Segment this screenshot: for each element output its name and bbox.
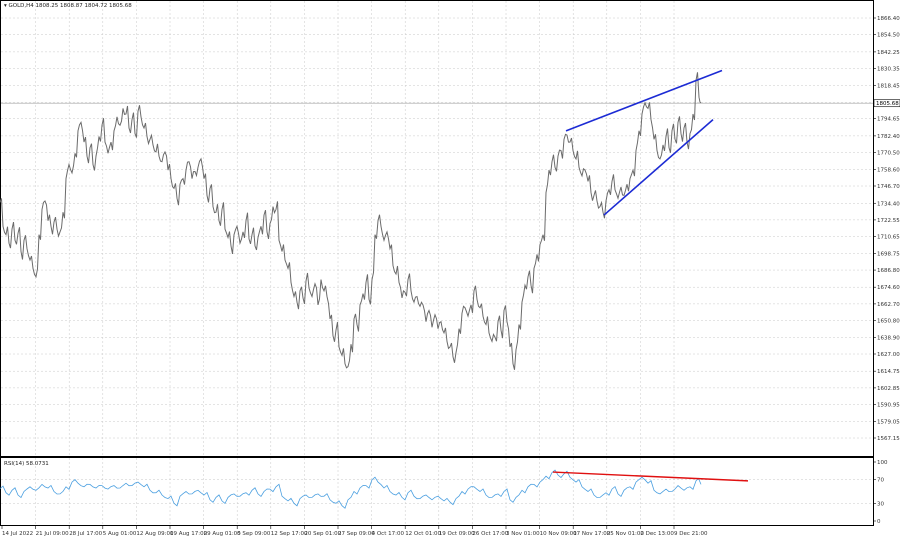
rsi-tick-label: 100 bbox=[877, 460, 888, 466]
rsi-header: RSI(14) 58.0731 bbox=[4, 461, 49, 467]
time-x-axis: 14 Jul 2022 21 Jul 09:00 28 Jul 17:00 5 Aug… bbox=[1, 526, 708, 537]
price-tick-label: 1698.75 bbox=[877, 251, 900, 257]
price-panel-frame bbox=[0, 0, 874, 457]
time-tick-label: 29 Aug 01:00 bbox=[204, 531, 242, 537]
price-tick-label: 1854.50 bbox=[877, 33, 900, 39]
price-tick-label: 1746.70 bbox=[877, 184, 900, 190]
price-tick-label: 1710.65 bbox=[877, 235, 900, 241]
price-tick-label: 1638.90 bbox=[877, 335, 900, 341]
price-tick-label: 1770.50 bbox=[877, 151, 900, 157]
header-symbol: GOLD,H4 bbox=[9, 3, 35, 9]
time-tick-label: 9 Dec 21:00 bbox=[674, 531, 708, 537]
price-series-line bbox=[0, 72, 702, 370]
rsi-panel-frame bbox=[0, 457, 874, 526]
price-tick-label: 1830.35 bbox=[877, 67, 900, 73]
current-price-tag: 1805.68 bbox=[873, 99, 900, 108]
rsi-grid bbox=[1, 458, 873, 525]
time-tick-label: 10 Nov 09:00 bbox=[540, 531, 578, 537]
time-tick-label: 28 Jul 17:00 bbox=[69, 531, 102, 537]
header-ohlc: 1808.25 1808.87 1804.72 1805.68 bbox=[36, 3, 133, 9]
time-tick-label: 25 Nov 01:00 bbox=[607, 531, 645, 537]
rsi-tick-label: 30 bbox=[877, 501, 884, 507]
price-tick-label: 1627.00 bbox=[877, 352, 900, 358]
price-tick-label: 1674.60 bbox=[877, 285, 900, 291]
time-tick-label: 26 Oct 17:00 bbox=[472, 531, 508, 537]
price-tick-label: 1758.60 bbox=[877, 167, 900, 173]
price-tick-label: 1794.65 bbox=[877, 117, 900, 123]
rsi-tick-label: 0 bbox=[877, 519, 881, 525]
time-tick-label: 5 Sep 09:00 bbox=[237, 531, 271, 537]
time-tick-label: 5 Aug 01:00 bbox=[103, 531, 137, 537]
time-tick-label: 14 Jul 2022 bbox=[2, 531, 33, 537]
current-price-tag-box bbox=[873, 99, 900, 108]
chart-header: ▾ GOLD,H4 1808.25 1808.87 1804.72 1805.6… bbox=[4, 3, 132, 9]
price-tick-label: 1686.80 bbox=[877, 268, 900, 274]
price-y-axis: 1866.401854.501842.251830.351818.451806.… bbox=[873, 16, 900, 442]
time-tick-label: 27 Sep 09:00 bbox=[338, 531, 375, 537]
price-tick-label: 1567.15 bbox=[877, 436, 900, 442]
price-tick-label: 1590.95 bbox=[877, 403, 900, 409]
price-tick-label: 1722.55 bbox=[877, 218, 900, 224]
time-tick-label: 20 Sep 01:00 bbox=[304, 531, 341, 537]
price-tick-label: 1866.40 bbox=[877, 16, 900, 22]
current-price-label: 1805.68 bbox=[876, 101, 899, 107]
price-tick-label: 1579.05 bbox=[877, 419, 900, 425]
rsi-tick-label: 70 bbox=[877, 478, 884, 484]
rsi-series-line bbox=[0, 469, 702, 509]
price-tick-label: 1602.85 bbox=[877, 386, 900, 392]
price-tick-label: 1842.25 bbox=[877, 50, 900, 56]
rsi-divergence-trendline[interactable] bbox=[552, 471, 749, 482]
time-tick-label: 19 Aug 17:00 bbox=[170, 531, 208, 537]
time-tick-label: 12 Oct 01:00 bbox=[405, 531, 441, 537]
header-dropdown-icon: ▾ bbox=[4, 3, 9, 9]
time-tick-label: 21 Jul 09:00 bbox=[36, 531, 69, 537]
time-tick-label: 3 Nov 01:00 bbox=[506, 531, 540, 537]
wedge-lower-trendline[interactable] bbox=[603, 119, 714, 216]
price-tick-label: 1782.40 bbox=[877, 134, 900, 140]
time-tick-label: 12 Sep 17:00 bbox=[271, 531, 308, 537]
price-tick-label: 1662.70 bbox=[877, 302, 900, 308]
time-tick-label: 17 Nov 17:00 bbox=[573, 531, 611, 537]
price-tick-label: 1614.75 bbox=[877, 369, 900, 375]
price-tick-label: 1734.40 bbox=[877, 201, 900, 207]
time-tick-label: 12 Aug 09:00 bbox=[136, 531, 174, 537]
price-tick-label: 1650.80 bbox=[877, 319, 900, 325]
time-tick-label: 19 Oct 09:00 bbox=[439, 531, 475, 537]
wedge-upper-trendline[interactable] bbox=[565, 69, 723, 132]
time-tick-label: 2 Dec 13:00 bbox=[640, 531, 674, 537]
rsi-y-axis: 100 70 30 0 bbox=[873, 460, 888, 525]
price-tick-label: 1818.45 bbox=[877, 83, 900, 89]
time-tick-label: 4 Oct 17:00 bbox=[372, 531, 405, 537]
